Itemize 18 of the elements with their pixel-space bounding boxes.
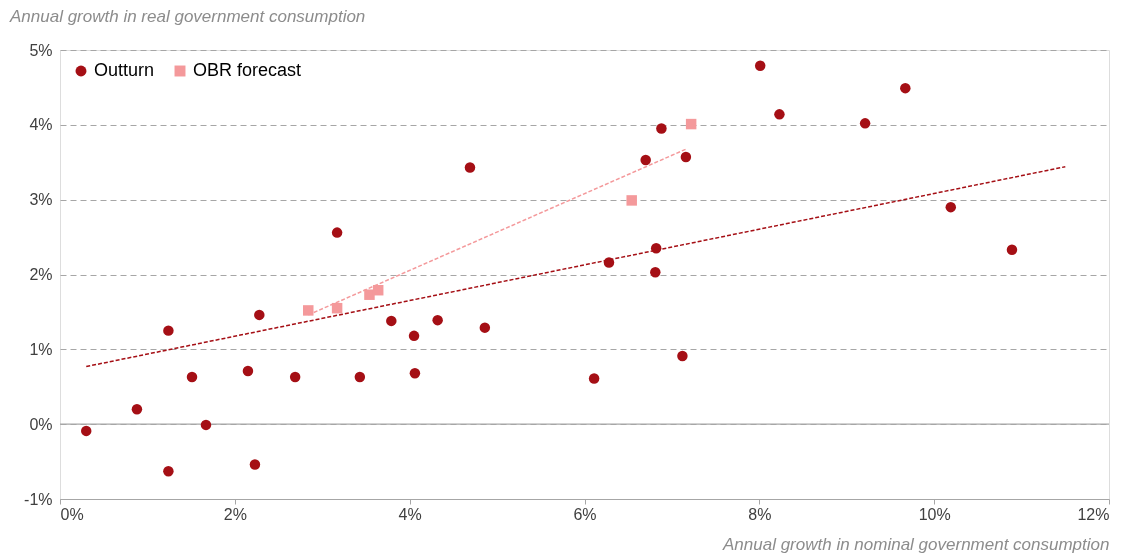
x-tick-label: 10% [918,505,951,523]
y-axis-title: Annual growth in real government consumption [9,7,366,26]
x-axis-title: Annual growth in nominal government consumption [721,534,1110,554]
y-tick-label: 1% [29,340,53,358]
legend-label: Outturn [94,60,155,80]
y-tick-label: 3% [29,191,53,209]
legend-label: OBR forecast [193,60,302,80]
x-tick-label: 8% [748,505,772,523]
x-tick-label: 2% [223,505,247,523]
y-tick-label: 2% [29,266,53,283]
y-tick-label: 4% [29,116,53,134]
y-tick-label: 0% [29,415,53,433]
y-tick-label: -1% [24,490,53,508]
x-tick-label: 0% [60,505,84,523]
x-tick-label: 4% [398,505,422,523]
y-tick-label: 5% [29,41,53,59]
x-tick-label: 12% [1077,505,1110,523]
x-tick-label: 6% [573,505,597,523]
